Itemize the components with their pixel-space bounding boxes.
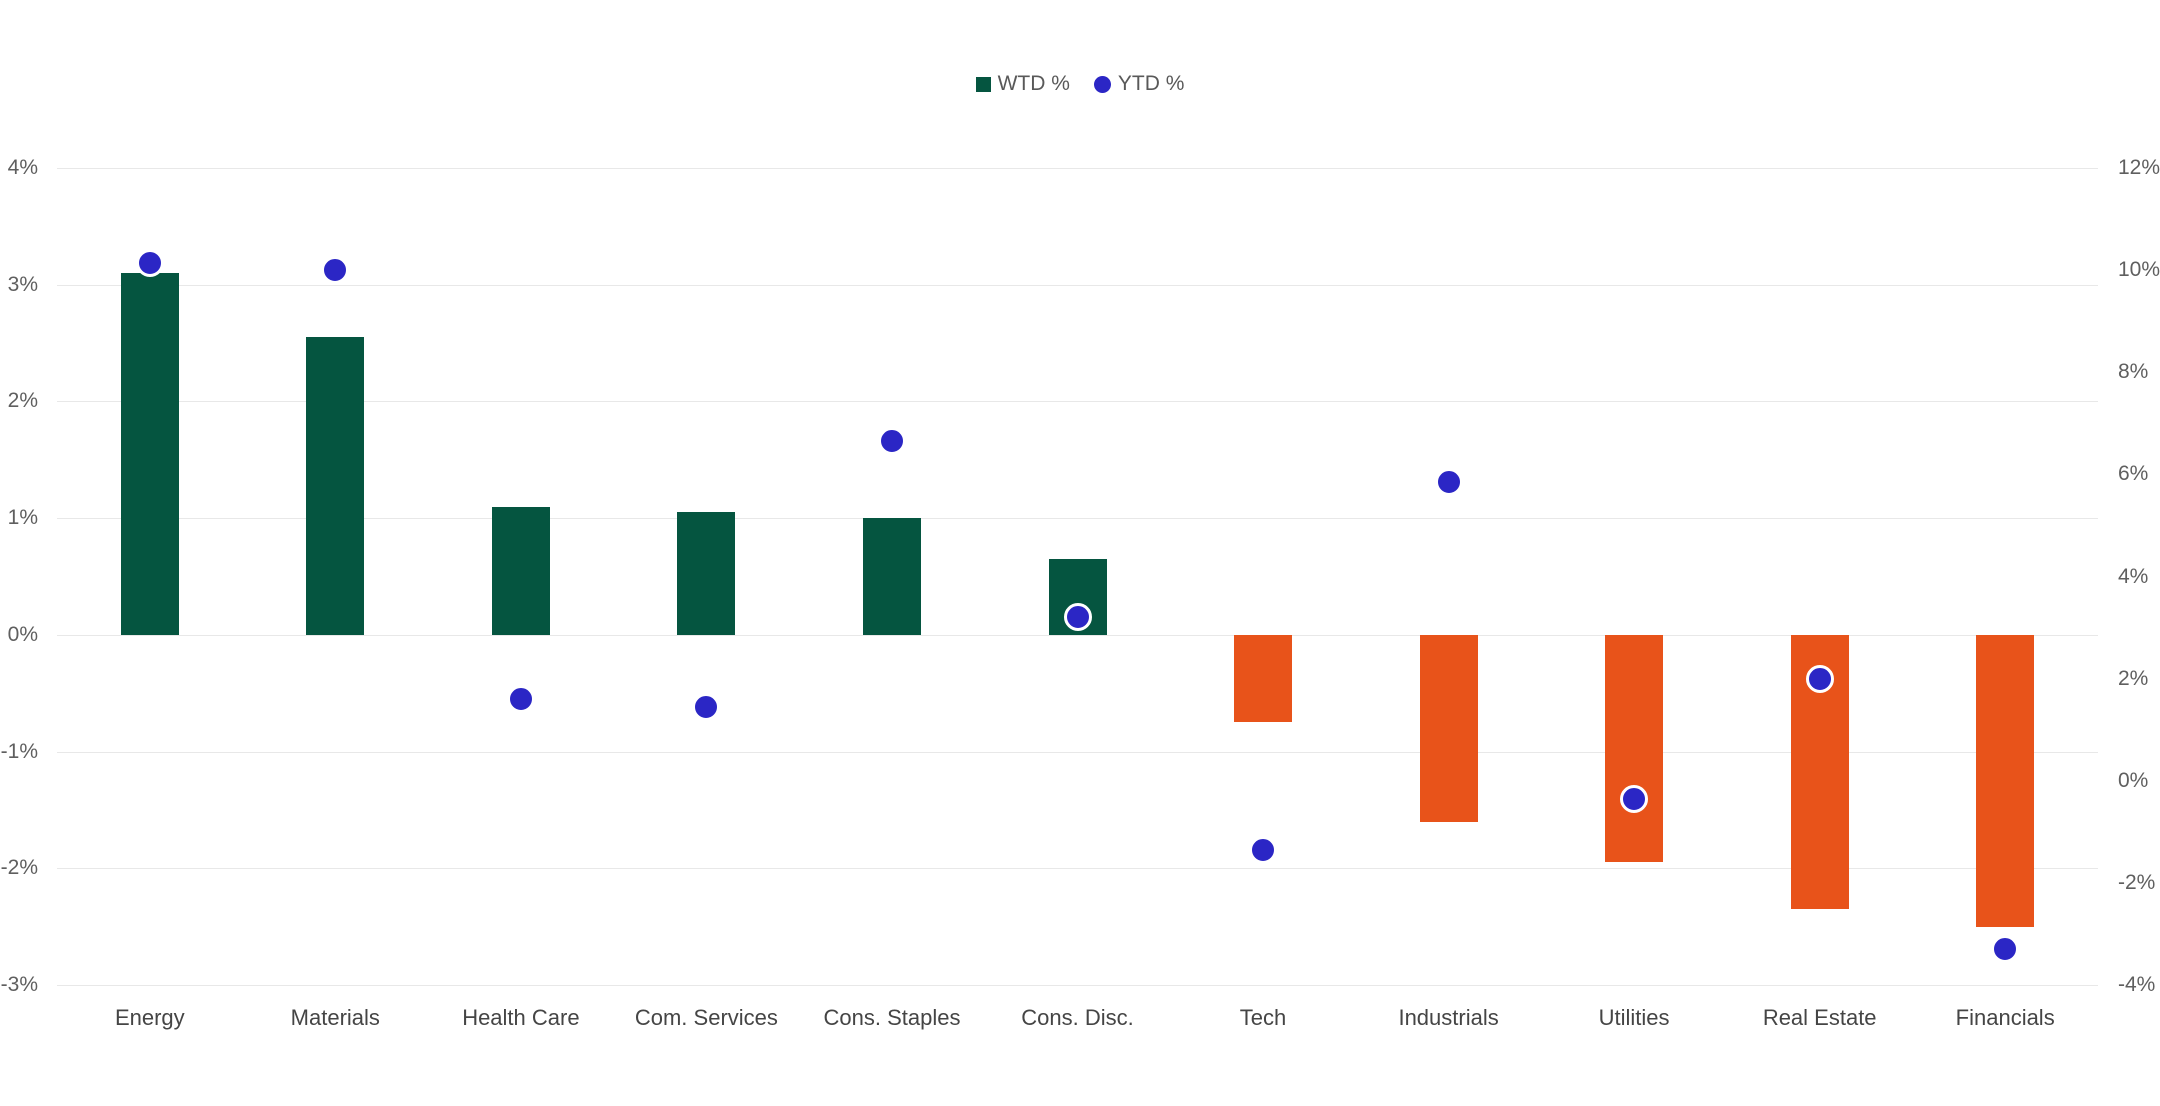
wtd-bar	[1234, 634, 1292, 723]
right-axis-tick: 6%	[2118, 462, 2149, 486]
gridline	[57, 401, 2098, 403]
wtd-bar	[306, 337, 365, 635]
ytd-dot	[878, 427, 906, 456]
left-axis-tick: 0%	[7, 622, 38, 646]
left-axis-tick: 4%	[7, 156, 38, 179]
wtd-bar	[1419, 634, 1478, 822]
ytd-dot	[506, 685, 535, 714]
left-axis-tick: -3%	[0, 973, 38, 996]
ytd-dot	[1620, 784, 1649, 813]
ytd-series-swatch-icon	[1093, 75, 1111, 93]
legend-label-ytd: YTD %	[1117, 72, 1185, 95]
left-axis-tick: -1%	[0, 739, 38, 763]
category-label: Real Estate	[1762, 1005, 1877, 1030]
right-axis-tick: 0%	[2118, 768, 2149, 792]
category-label: Health Care	[462, 1005, 580, 1030]
wtd-bar	[863, 518, 921, 635]
left-axis-tick: 1%	[7, 506, 38, 530]
right-axis-tick: -2%	[2118, 870, 2156, 894]
gridline	[57, 168, 2098, 169]
left-axis-tick: 3%	[7, 272, 38, 296]
wtd-bar	[1605, 634, 1664, 863]
category-label: Materials	[290, 1005, 380, 1030]
gridline	[57, 868, 2098, 870]
wtd-bar	[120, 273, 179, 635]
ytd-dot	[1249, 835, 1277, 864]
wtd-bar	[491, 506, 550, 635]
legend-item-ytd: YTD %	[1093, 72, 1185, 96]
legend: WTD % YTD %	[0, 72, 2160, 96]
right-axis-tick: 4%	[2118, 564, 2149, 588]
ytd-dot	[1805, 664, 1834, 693]
category-label: Energy	[114, 1005, 185, 1030]
ytd-dot	[1434, 468, 1463, 496]
gridline	[57, 985, 2098, 986]
category-label: Cons. Staples	[823, 1005, 961, 1030]
left-axis-tick: -2%	[0, 856, 38, 880]
gridline	[57, 751, 2098, 753]
right-axis-tick: -4%	[2118, 973, 2156, 996]
gridline	[57, 518, 2098, 520]
category-label: Tech	[1239, 1005, 1287, 1030]
ytd-dot	[1991, 935, 2020, 964]
legend-item-wtd: WTD %	[975, 72, 1070, 96]
wtd-bar	[1976, 634, 2035, 927]
wtd-series-swatch-icon	[975, 76, 991, 92]
right-axis-tick: 10%	[2118, 258, 2160, 282]
gridline	[57, 284, 2098, 286]
category-label: Industrials	[1398, 1005, 1499, 1030]
ytd-dot	[135, 248, 164, 277]
category-label: Financials	[1955, 1005, 2055, 1030]
ytd-dot	[321, 256, 350, 285]
legend-label-wtd: WTD %	[997, 72, 1070, 95]
wtd-bar	[677, 512, 736, 635]
right-axis-tick: 12%	[2118, 156, 2160, 179]
gridline	[57, 634, 2098, 636]
category-label: Com. Services	[634, 1005, 778, 1030]
category-label: Cons. Disc.	[1021, 1005, 1134, 1030]
ytd-dot	[692, 692, 721, 721]
right-axis-tick: 8%	[2118, 360, 2149, 384]
right-axis-tick: 2%	[2118, 666, 2149, 690]
ytd-dot	[1063, 603, 1092, 632]
category-label: Utilities	[1598, 1005, 1670, 1030]
left-axis-tick: 2%	[7, 389, 38, 413]
